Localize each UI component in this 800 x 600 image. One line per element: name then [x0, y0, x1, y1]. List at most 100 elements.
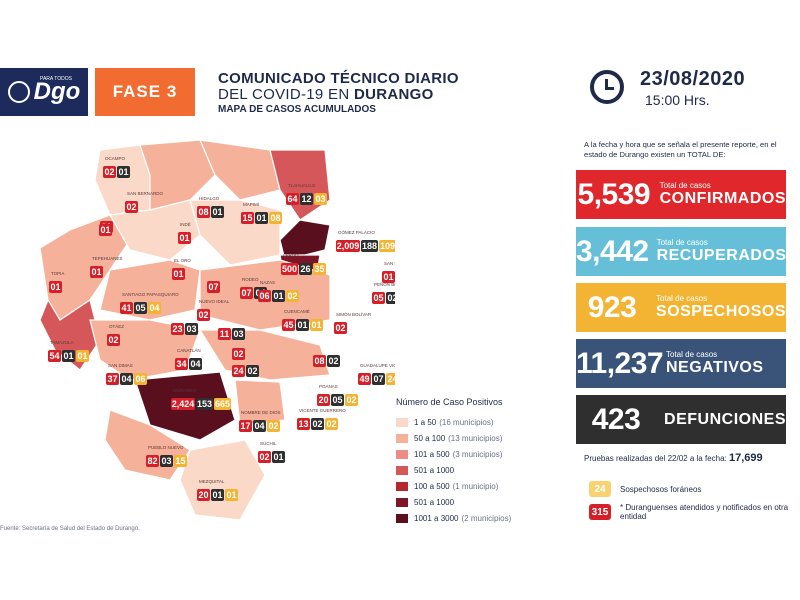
case-badge	[48, 350, 61, 362]
case-badge	[282, 319, 295, 331]
case-badge-value: 500	[282, 264, 297, 274]
legend-swatch	[396, 449, 408, 459]
municipality-label: SANTIAGO PAPASQUIARO	[122, 292, 179, 297]
case-badge-value: 23	[172, 324, 182, 334]
durango-logo: PARA TODOS Dgo	[0, 68, 88, 116]
key-foraneos-badge: 24	[589, 481, 611, 497]
municipality-label: SAN LUIS DEL CORDERO	[384, 261, 395, 266]
case-badge	[49, 281, 62, 293]
case-badge	[311, 418, 324, 430]
municipality-label: RODEO	[242, 277, 259, 282]
page-title: COMUNICADO TÉCNICO DIARIO	[218, 70, 459, 87]
case-badge-value: 04	[121, 374, 131, 384]
case-badge-value: 45	[283, 320, 293, 330]
intro-text: A la fecha y hora que se señala el prese…	[584, 140, 777, 159]
case-badge-value: 01	[63, 351, 73, 361]
case-badge	[120, 373, 133, 385]
case-badge	[258, 451, 271, 463]
case-badge	[314, 193, 327, 205]
case-badge-value: 02	[268, 421, 278, 431]
case-badge-value: 188	[362, 241, 377, 251]
stat-small: Total de casos	[659, 181, 711, 190]
case-badge-value: 05	[332, 395, 342, 405]
case-badge-value: 08	[314, 356, 324, 366]
report-date: 23/08/2020	[640, 68, 746, 90]
case-badge	[281, 263, 298, 275]
key-otra-entidad-badge: 315	[589, 504, 611, 520]
pruebas-value: 17,699	[729, 452, 763, 464]
case-badge-value: 04	[190, 359, 200, 369]
case-badge	[239, 420, 252, 432]
municipality-label: PEÑÓN BLANCO	[374, 281, 395, 287]
case-badge	[218, 328, 231, 340]
case-badge-value: 17	[240, 421, 250, 431]
case-badge-value: 02	[104, 167, 114, 177]
case-badge-value: 01	[179, 233, 189, 243]
municipality-label: DURANGO	[173, 388, 197, 393]
stat-small: Total de casos	[656, 294, 708, 303]
case-badge-value: 665	[215, 399, 230, 409]
case-badge-value: 2,009	[337, 241, 360, 251]
case-badge	[197, 309, 210, 321]
case-badge	[286, 193, 299, 205]
stat-label: CONFIRMADOS	[659, 190, 786, 207]
region-nombrededios	[234, 379, 286, 426]
page-subtitle: DEL COVID-19 EN DURANGO	[218, 86, 434, 103]
case-badge-value: 01	[273, 452, 283, 462]
case-badge-value: 34	[176, 359, 186, 369]
case-badge-value: 64	[287, 194, 297, 204]
municipality-label: NUEVO IDEAL	[199, 299, 230, 304]
case-badge	[253, 420, 266, 432]
municipality-label: TAMAZULA	[50, 340, 74, 345]
case-badge	[175, 358, 188, 370]
case-badge-value: 01	[77, 351, 87, 361]
case-badge	[160, 455, 173, 467]
case-badge-value: 26	[300, 264, 310, 274]
municipality-label: VICENTE GUERRERO	[299, 408, 346, 413]
case-badge-value: 05	[373, 293, 383, 303]
map-badges: OCAMPO 02 01 SAN BERNARDO 02 INDÉ 01 HIDALGO 08 0…	[48, 156, 395, 501]
case-badge-value: 01	[212, 207, 222, 217]
case-badge	[382, 271, 395, 283]
case-badge-value: 54	[49, 351, 59, 361]
case-badge	[174, 455, 187, 467]
case-badge	[214, 398, 231, 410]
legend-row: 1001 a 3000 (2 municipios)	[396, 513, 511, 523]
case-badge-value: 02	[287, 291, 297, 301]
case-badge-value: 01	[173, 269, 183, 279]
case-badge	[171, 398, 195, 410]
case-badge	[296, 319, 309, 331]
case-badge-value: 06	[259, 291, 269, 301]
case-badge-value: 24	[233, 366, 243, 376]
municipality-label: INDÉ	[180, 221, 191, 227]
case-badge	[313, 263, 326, 275]
case-badge	[134, 373, 147, 385]
legend-row: 100 a 500 (1 municipio)	[396, 481, 498, 491]
legend-swatch	[396, 465, 408, 475]
case-badge	[225, 489, 238, 501]
stat-value: 423	[591, 402, 641, 436]
case-badge	[286, 290, 299, 302]
stat-value: 5,539	[577, 177, 651, 211]
case-badge	[358, 373, 371, 385]
case-badge	[310, 319, 323, 331]
case-badge	[272, 451, 285, 463]
key-otra-entidad-text: * Duranguenses atendidos y notificados e…	[620, 503, 789, 521]
case-badge	[327, 355, 340, 367]
case-badge-value: 04	[254, 421, 264, 431]
case-badge	[90, 266, 103, 278]
municipality-label: POANAS	[319, 384, 338, 389]
case-badge	[317, 394, 330, 406]
stat-recuperados: 3,442 Total de casos RECUPERADOS	[576, 227, 786, 276]
case-badge	[297, 418, 310, 430]
case-badge-value: 37	[107, 374, 117, 384]
case-badge	[185, 323, 198, 335]
case-badge-value: 02	[247, 366, 257, 376]
case-badge	[379, 240, 395, 252]
case-badge	[313, 355, 326, 367]
case-badge-value: 02	[312, 419, 322, 429]
legend-sub: (1 municipio)	[452, 481, 499, 491]
case-badge-value: 109	[380, 241, 395, 251]
subtitle-bold: DURANGO	[353, 86, 434, 103]
case-badge	[372, 373, 385, 385]
